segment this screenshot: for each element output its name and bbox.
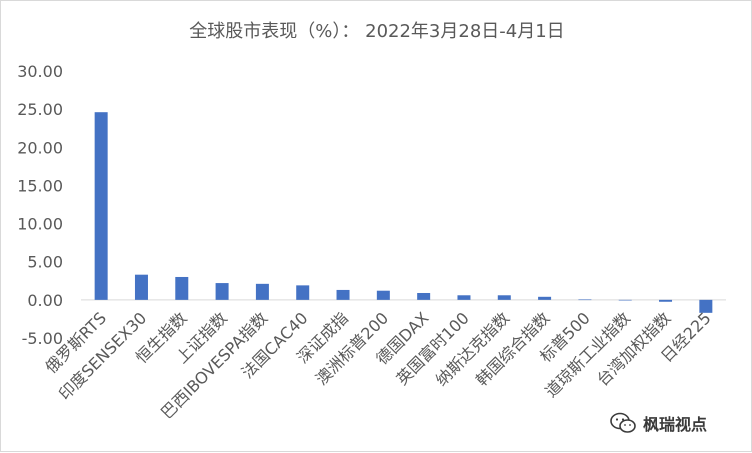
wechat-icon: [610, 412, 636, 433]
bar: [578, 299, 592, 301]
bar: [659, 299, 673, 302]
bar: [376, 290, 390, 300]
bar: [215, 283, 229, 300]
y-tick-label: 5.00: [27, 253, 63, 272]
bar: [417, 292, 431, 300]
y-tick-label: 15.00: [17, 176, 63, 195]
bar: [296, 285, 310, 300]
bar: [457, 295, 471, 300]
bar: [175, 276, 189, 300]
bar: [94, 112, 108, 300]
bar: [497, 295, 511, 300]
y-tick-label: 0.00: [27, 291, 63, 310]
y-axis: 30.00 25.00 20.00 15.00 10.00 5.00 0.00 -5.00: [17, 62, 63, 348]
x-axis: 俄罗斯RTS印度SENSEX30恒生指数上证指数巴西IBOVESPA指数法国CA…: [41, 308, 714, 422]
chart-title: 全球股市表现（%）： 2022年3月28日-4月1日: [189, 21, 564, 42]
watermark-text: 枫瑞视点: [643, 415, 708, 434]
y-tick-label: 25.00: [17, 100, 63, 119]
y-tick-label: 10.00: [17, 215, 63, 234]
bar: [699, 299, 713, 313]
bar: [538, 296, 552, 300]
y-tick-label: 20.00: [17, 138, 63, 157]
bar: [618, 299, 632, 301]
watermark: 枫瑞视点: [609, 411, 707, 435]
y-tick-label: -5.00: [22, 329, 63, 348]
bar: [336, 289, 350, 300]
bars: [94, 112, 713, 313]
y-tick-label: 30.00: [17, 62, 63, 81]
bar: [134, 274, 148, 300]
bar: [255, 283, 269, 300]
